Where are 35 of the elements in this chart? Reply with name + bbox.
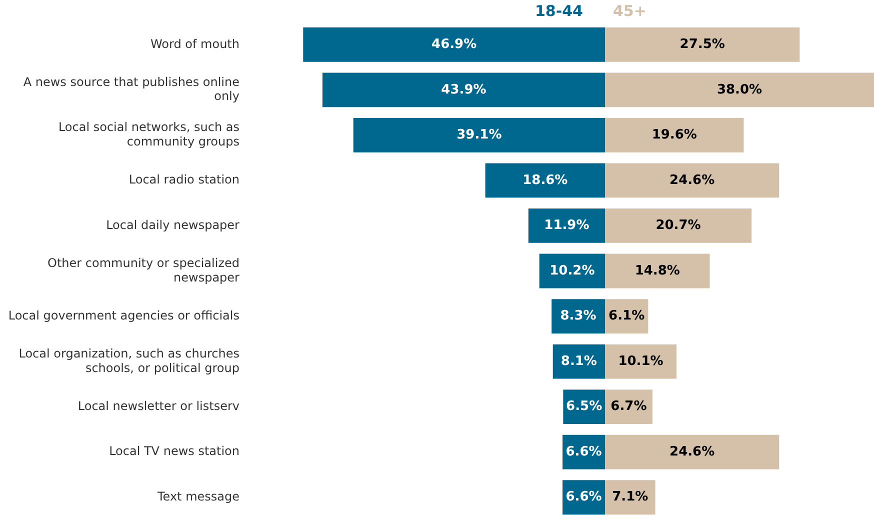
y-tick-label: Local social networks, such as community groups: [58, 120, 240, 149]
series-label: 45+: [613, 2, 646, 20]
data-label: 24.6%: [670, 172, 715, 188]
y-tick-label: Local TV news station: [109, 444, 240, 458]
data-label: 20.7%: [656, 218, 701, 234]
data-label: 18.6%: [522, 172, 568, 188]
data-label: 19.6%: [652, 128, 697, 143]
data-label: 24.6%: [670, 444, 715, 460]
data-label: 6.5%: [566, 399, 602, 414]
data-label: 10.1%: [618, 354, 664, 369]
y-tick-label: Local newsletter or listserv: [78, 398, 240, 413]
data-label: 7.1%: [612, 490, 648, 505]
y-tick-label: Local daily newspaper: [106, 218, 240, 232]
data-label: 10.2%: [550, 263, 595, 278]
data-label: 38.0%: [716, 82, 762, 98]
data-label: 43.9%: [441, 82, 486, 98]
y-tick-label: Local radio station: [128, 172, 240, 187]
y-tick-label: Other community or specialized newspaper: [48, 256, 240, 284]
data-label: 14.8%: [634, 263, 680, 278]
data-label: 6.6%: [566, 490, 602, 505]
data-label: 8.3%: [560, 308, 596, 324]
y-tick-label: Local organization, such as churches schools, or political group: [18, 346, 240, 375]
data-label: 6.7%: [610, 399, 647, 414]
y-tick-label: Local government agencies or officials: [8, 308, 240, 322]
y-tick-label: Text message: [156, 489, 240, 504]
data-label: 27.5%: [680, 37, 725, 52]
data-label: 8.1%: [560, 354, 597, 369]
data-label: 6.6%: [566, 444, 602, 460]
y-tick-label: A news source that publishes online only: [23, 74, 240, 104]
data-label: 11.9%: [544, 218, 590, 234]
data-label: 6.1%: [608, 308, 645, 324]
data-label: 39.1%: [456, 128, 502, 143]
y-tick-label: Word of mouth: [150, 36, 240, 51]
data-label: 46.9%: [432, 37, 477, 52]
series-label: 18-44: [535, 2, 583, 20]
